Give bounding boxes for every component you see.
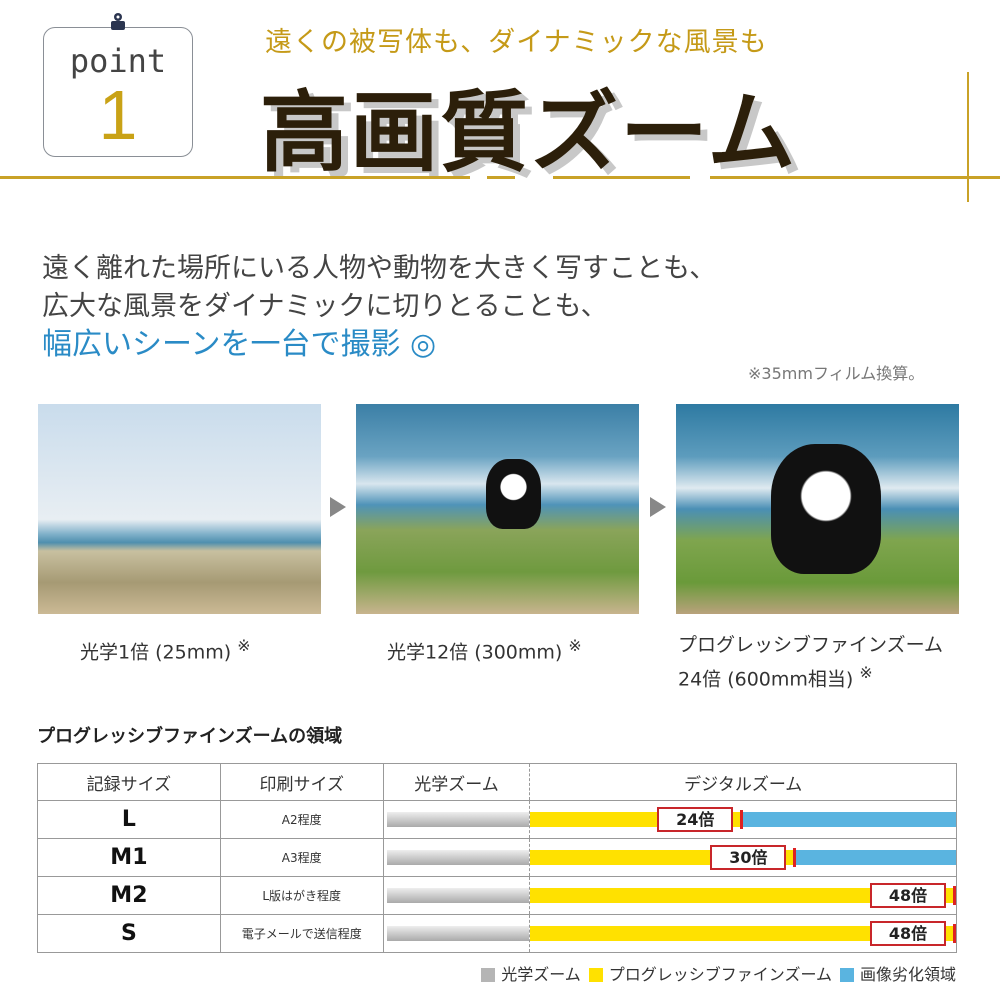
photo-24x — [676, 404, 959, 614]
point-badge: point 1 — [43, 27, 193, 157]
legend-item: プログレッシブファインズーム — [588, 961, 832, 985]
print-size: A2程度 — [219, 800, 384, 839]
table-row: M1 A3程度 30倍 — [37, 838, 957, 877]
point-number: 1 — [98, 76, 138, 154]
clip-icon — [111, 13, 125, 30]
degraded-bar — [796, 850, 956, 865]
photo-caption: プログレッシブファインズーム 24倍 (600mm相当) ※ — [678, 634, 944, 691]
header-cell: デジタルズーム — [529, 763, 957, 801]
page-title: 高画質ズーム — [260, 83, 798, 182]
header-cell: 光学ズーム — [382, 763, 530, 801]
photo-caption: 光学1倍 (25mm) ※ — [80, 636, 251, 664]
header-cell: 記録サイズ — [37, 763, 221, 801]
table-row: S 電子メールで送信程度 48倍 — [37, 914, 957, 953]
optical-bar-cell — [382, 838, 530, 877]
optical-bar-cell — [382, 914, 530, 953]
footnote: ※35mmフィルム換算。 — [748, 364, 925, 383]
dog — [771, 444, 881, 574]
lead-highlight: 幅広いシーンを一台で撮影 ◎ — [42, 327, 437, 362]
zoom-marker — [793, 848, 797, 867]
zoom-label: 24倍 — [657, 807, 734, 832]
print-size: 電子メールで送信程度 — [219, 914, 384, 953]
record-size: M2 — [37, 876, 221, 915]
point-label: point — [69, 42, 167, 80]
zoom-label: 48倍 — [870, 921, 946, 946]
digital-bar-cell: 24倍 — [529, 800, 957, 839]
optical-bar — [386, 888, 530, 903]
legend-item: 画像劣化領域 — [839, 961, 956, 985]
fine-zoom-bar — [530, 926, 956, 941]
divider — [553, 176, 690, 179]
divider — [967, 72, 969, 202]
fine-zoom-bar — [530, 888, 956, 903]
lead-text: 遠く離れた場所にいる人物や動物を大きく写すことも、 広大な風景をダイナミックに切… — [42, 250, 716, 364]
record-size: S — [37, 914, 221, 953]
record-size: L — [37, 800, 221, 839]
subtitle: 遠くの被写体も、ダイナミックな風景も — [265, 27, 768, 58]
zoom-label: 48倍 — [870, 883, 946, 908]
photo-wide — [38, 404, 321, 614]
zoom-marker — [740, 810, 744, 829]
table-row: L A2程度 24倍 — [37, 800, 957, 839]
zoom-marker — [953, 886, 956, 905]
photo-12x — [356, 404, 639, 614]
digital-bar-cell: 48倍 — [529, 914, 957, 953]
zoom-label: 30倍 — [710, 845, 787, 870]
lead-line: 広大な風景をダイナミックに切りとることも、 — [42, 291, 608, 322]
lead-line: 遠く離れた場所にいる人物や動物を大きく写すことも、 — [42, 253, 717, 284]
print-size: A3程度 — [219, 838, 384, 877]
digital-bar-cell: 48倍 — [529, 876, 957, 915]
optical-bar-cell — [382, 800, 530, 839]
photo-caption: 光学12倍 (300mm) ※ — [387, 636, 582, 664]
divider — [487, 176, 515, 179]
optical-bar — [386, 926, 530, 941]
arrow-icon — [650, 497, 666, 517]
optical-bar-cell — [382, 876, 530, 915]
optical-bar — [386, 812, 530, 827]
divider — [0, 176, 470, 179]
table-row: M2 L版はがき程度 48倍 — [37, 876, 957, 915]
record-size: M1 — [37, 838, 221, 877]
optical-bar — [386, 850, 530, 865]
zoom-table: 記録サイズ 印刷サイズ 光学ズーム デジタルズーム L A2程度 24倍 M1 … — [37, 763, 957, 953]
table-header: 記録サイズ 印刷サイズ 光学ズーム デジタルズーム — [37, 763, 957, 801]
print-size: L版はがき程度 — [219, 876, 384, 915]
header-cell: 印刷サイズ — [219, 763, 384, 801]
table-title: プログレッシブファインズームの領域 — [37, 726, 343, 747]
degraded-bar — [743, 812, 956, 827]
legend-item: 光学ズーム — [481, 961, 581, 985]
digital-bar-cell: 30倍 — [529, 838, 957, 877]
arrow-icon — [330, 497, 346, 517]
divider — [710, 176, 1000, 179]
legend: 光学ズーム プログレッシブファインズーム 画像劣化領域 — [481, 961, 956, 985]
zoom-marker — [953, 924, 956, 943]
dog — [486, 459, 541, 529]
